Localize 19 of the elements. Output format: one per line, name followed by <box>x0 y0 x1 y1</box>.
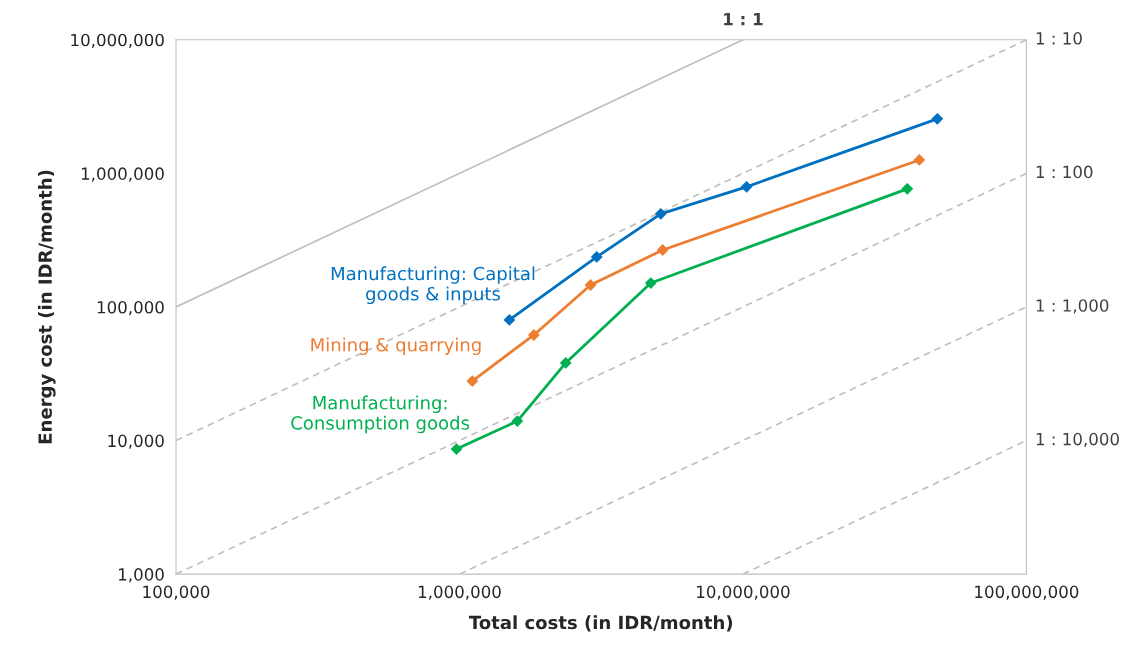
y-axis-title: Energy cost (in IDR/month) <box>37 170 56 444</box>
series-label: 1 : 10 <box>1036 32 1082 45</box>
y-tick-label: 10,000,000 <box>71 33 164 49</box>
x-tick-label: 10,000,000 <box>697 585 790 600</box>
x-tick-label: 100,000 <box>143 585 210 600</box>
series-label: 1 : 10,000 <box>1036 432 1119 448</box>
x-tick-label: 1,000,000 <box>418 585 501 600</box>
series-label: 1 : 1,000 <box>1036 299 1109 314</box>
x-tick-label: 100,000,000 <box>975 585 1079 600</box>
y-tick-label: 1,000 <box>119 568 164 583</box>
x-axis-title: Total costs (in IDR/month) <box>468 615 733 632</box>
series-label: 1 : 100 <box>1036 165 1093 179</box>
y-tick-label: 100,000 <box>97 300 164 316</box>
series-label: Manufacturing: Consumption goods <box>291 395 470 434</box>
series-label: Mining & quarrying <box>311 337 481 356</box>
series-label: Manufacturing: Capital goods & inputs <box>331 266 535 305</box>
y-tick-label: 1,000,000 <box>81 167 164 182</box>
y-tick-label: 10,000 <box>108 434 164 449</box>
series-label: 1 : 1 <box>724 13 763 26</box>
